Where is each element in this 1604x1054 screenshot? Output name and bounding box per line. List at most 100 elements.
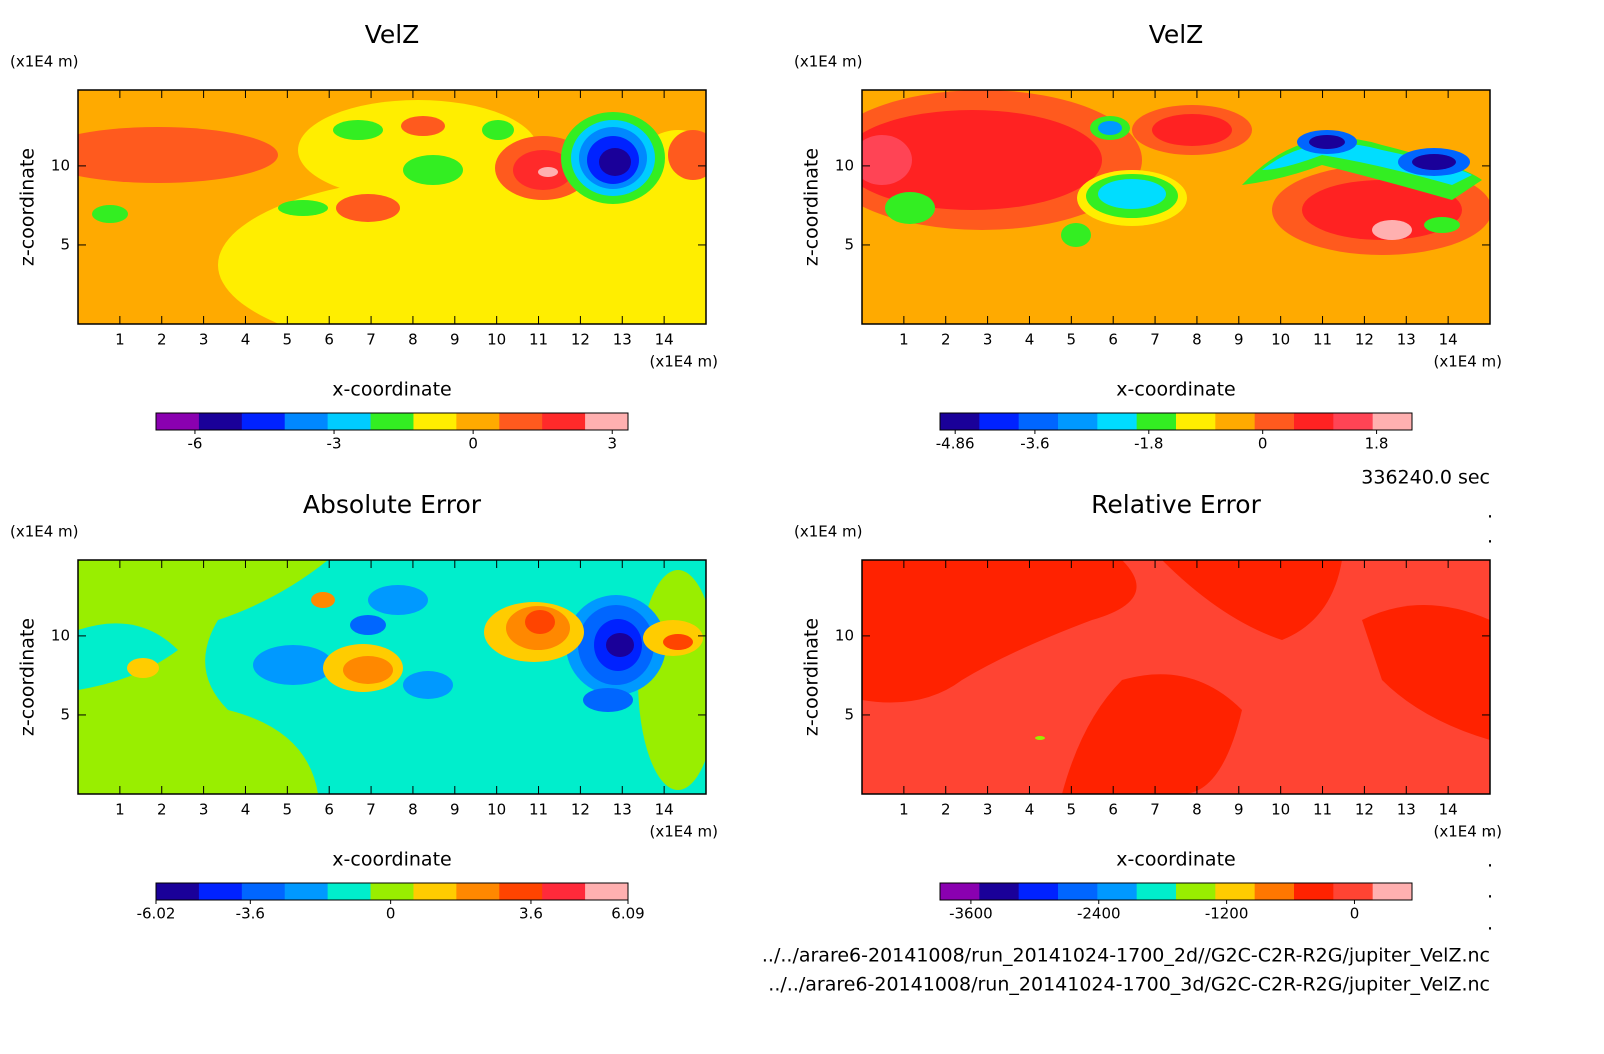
panel-title: Absolute Error [303, 490, 482, 519]
colorbar-segment [1215, 413, 1256, 430]
file-path: ../../arare6-20141008/run_20141024-1700_… [768, 974, 1490, 996]
x-tick-label: 5 [283, 331, 293, 349]
colorbar-segment [370, 883, 414, 900]
x-tick-label: 6 [324, 801, 334, 819]
colorbar-tick-label: -6 [187, 435, 202, 453]
dot: . [1487, 526, 1493, 548]
colorbar-tick-label: 3.6 [519, 905, 543, 923]
x-tick-label: 1 [115, 801, 125, 819]
x-tick-label: 14 [655, 331, 674, 349]
x-tick-label: 11 [529, 801, 548, 819]
colorbar-tick-label: 1.8 [1365, 435, 1389, 453]
colorbar-segment [327, 883, 372, 900]
x-tick-label: 5 [1067, 801, 1077, 819]
panel-title: Relative Error [1091, 490, 1261, 519]
colorbar-segment [1254, 883, 1295, 900]
colorbar-tick-label: 3 [607, 435, 617, 453]
x-tick-label: 14 [1439, 331, 1458, 349]
y-unit: (x1E4 m) [794, 53, 863, 71]
x-tick-label: 2 [157, 801, 167, 819]
colorbar-segment [456, 413, 500, 430]
x-tick-label: 3 [983, 331, 993, 349]
x-tick-label: 12 [1355, 801, 1374, 819]
x-unit: (x1E4 m) [649, 353, 718, 371]
x-tick-label: 9 [450, 801, 460, 819]
x-tick-label: 12 [571, 801, 590, 819]
panel-title: VelZ [1149, 20, 1204, 49]
x-tick-label: 7 [1150, 331, 1160, 349]
colorbar-segment [198, 413, 243, 430]
y-tick-label: 5 [60, 705, 70, 723]
contour-fill [862, 90, 1490, 324]
x-tick-label: 2 [941, 801, 951, 819]
x-tick-label: 13 [1397, 331, 1416, 349]
x-tick-label: 9 [1234, 801, 1244, 819]
y-unit: (x1E4 m) [10, 523, 79, 541]
colorbar-segment [585, 883, 629, 900]
x-unit: (x1E4 m) [1433, 353, 1502, 371]
x-tick-label: 5 [283, 801, 293, 819]
panel-title: VelZ [365, 20, 420, 49]
x-tick-label: 7 [1150, 801, 1160, 819]
x-tick-label: 4 [241, 801, 251, 819]
colorbar-tick-label: 0 [468, 435, 478, 453]
colorbar-tick-label: -4.86 [936, 435, 975, 453]
x-tick-label: 3 [199, 331, 209, 349]
x-tick-label: 14 [655, 801, 674, 819]
colorbar-tick-label: 0 [1258, 435, 1268, 453]
colorbar-tick-label: -3600 [949, 905, 993, 923]
dot: . [1487, 819, 1493, 841]
x-tick-label: 9 [1234, 331, 1244, 349]
colorbar-segment [1294, 413, 1334, 430]
colorbar-segment [940, 883, 980, 900]
colorbar-segment [1254, 413, 1295, 430]
colorbar-segment [327, 413, 372, 430]
x-tick-label: 8 [1192, 801, 1202, 819]
y-tick-label: 10 [51, 156, 70, 174]
colorbar-segment [1333, 413, 1374, 430]
colorbar-segment [979, 413, 1020, 430]
x-tick-label: 5 [1067, 331, 1077, 349]
colorbar-segment [499, 413, 543, 430]
colorbar-tick-label: 0 [386, 905, 396, 923]
y-tick-label: 10 [835, 626, 854, 644]
x-tick-label: 9 [450, 331, 460, 349]
colorbar-segment [1176, 883, 1216, 900]
time-label: 336240.0 sec [1361, 467, 1490, 489]
colorbar-segment [156, 883, 200, 900]
colorbar-segment [456, 883, 500, 900]
x-tick-label: 4 [1025, 801, 1035, 819]
x-tick-label: 13 [1397, 801, 1416, 819]
x-tick-label: 4 [1025, 331, 1035, 349]
x-unit: (x1E4 m) [649, 823, 718, 841]
colorbar-segment [156, 413, 200, 430]
x-tick-label: 1 [115, 331, 125, 349]
x-tick-label: 12 [1355, 331, 1374, 349]
y-axis-label: z-coordinate [801, 618, 823, 736]
colorbar-segment [241, 413, 286, 430]
colorbar-segment [1058, 413, 1098, 430]
colorbar-segment [1294, 883, 1334, 900]
colorbar-tick-label: 0 [1350, 905, 1360, 923]
colorbar-segment [585, 413, 629, 430]
x-tick-label: 13 [613, 331, 632, 349]
x-tick-label: 10 [1271, 331, 1290, 349]
colorbar-frame [155, 412, 629, 431]
colorbar-segment [1097, 883, 1138, 900]
x-tick-label: 7 [366, 331, 376, 349]
x-axis-label: x-coordinate [332, 849, 451, 871]
colorbar-frame [939, 882, 1413, 901]
colorbar-tick-label: -1.8 [1134, 435, 1163, 453]
y-tick-label: 5 [844, 235, 854, 253]
x-tick-label: 7 [366, 801, 376, 819]
x-tick-label: 4 [241, 331, 251, 349]
colorbar-segment [1176, 413, 1216, 430]
contour-fill [78, 90, 706, 324]
x-tick-label: 8 [408, 801, 418, 819]
colorbar-segment [499, 883, 543, 900]
x-tick-label: 11 [529, 331, 548, 349]
colorbar-frame [939, 412, 1413, 431]
x-tick-label: 11 [1313, 331, 1332, 349]
dot: . [1487, 881, 1493, 903]
y-unit: (x1E4 m) [10, 53, 79, 71]
